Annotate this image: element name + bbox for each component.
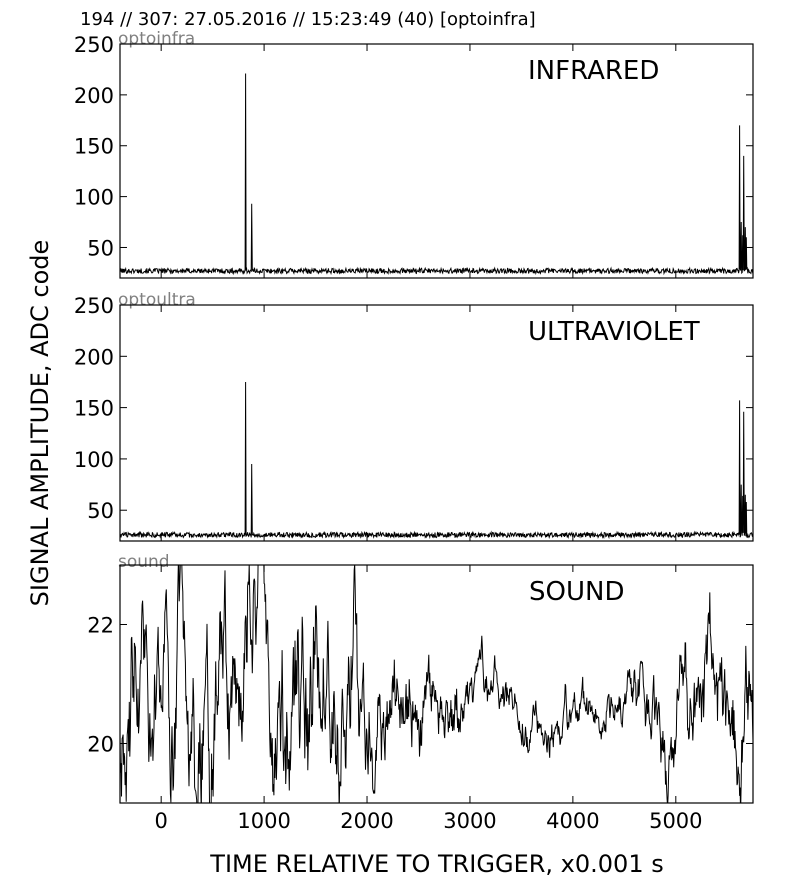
infrared-plot-frame bbox=[119, 43, 754, 279]
sound-source-tag: sound bbox=[118, 552, 170, 572]
infrared-plot-area: 50 100 150 200 250 bbox=[74, 33, 754, 279]
infrared-panel: optoinfra 50 100 150 200 250 INFRARED bbox=[74, 29, 754, 279]
y-axis-label: SIGNAL AMPLITUDE, ADC code bbox=[26, 240, 54, 607]
infrared-series-line bbox=[120, 73, 753, 276]
x-tick-label: 4000 bbox=[546, 809, 599, 833]
ultraviolet-y-tick-label: 50 bbox=[87, 499, 114, 523]
sound-series-line bbox=[120, 565, 753, 803]
x-tick-label: 5000 bbox=[649, 809, 702, 833]
sound-y-tick-label: 20 bbox=[87, 733, 114, 757]
sound-plot-area: 0 1000 2000 3000 4000 5000 20 22 bbox=[87, 564, 754, 833]
x-tick-label: 1000 bbox=[237, 809, 290, 833]
ultraviolet-y-tick-label: 200 bbox=[74, 345, 114, 369]
infrared-y-tick-label: 150 bbox=[74, 135, 114, 159]
ultraviolet-y-tick-label: 100 bbox=[74, 448, 114, 472]
sound-title: SOUND bbox=[529, 577, 624, 607]
infrared-y-tick-label: 100 bbox=[74, 186, 114, 210]
ultraviolet-plot-frame bbox=[119, 304, 754, 542]
infrared-y-tick-label: 50 bbox=[87, 236, 114, 260]
ultraviolet-source-tag: optoultra bbox=[118, 290, 196, 310]
x-tick-label: 0 bbox=[154, 809, 167, 833]
infrared-y-tick-label: 200 bbox=[74, 84, 114, 108]
ultraviolet-series-line bbox=[120, 381, 753, 540]
ultraviolet-plot-area: 50 100 150 200 250 bbox=[74, 294, 754, 542]
ultraviolet-panel: optoultra 50 100 150 200 250 ULTRAVIOLET bbox=[74, 290, 754, 542]
sound-y-tick-label: 22 bbox=[87, 614, 114, 638]
x-tick-label: 3000 bbox=[443, 809, 496, 833]
ultraviolet-y-tick-label: 150 bbox=[74, 397, 114, 421]
x-tick-label: 2000 bbox=[340, 809, 393, 833]
infrared-y-tick-label: 250 bbox=[74, 33, 114, 57]
infrared-title: INFRARED bbox=[528, 56, 659, 86]
ultraviolet-y-tick-label: 250 bbox=[74, 294, 114, 318]
infrared-source-tag: optoinfra bbox=[118, 29, 195, 49]
x-axis-label: TIME RELATIVE TO TRIGGER, x0.001 s bbox=[209, 850, 663, 878]
ultraviolet-title: ULTRAVIOLET bbox=[528, 317, 700, 347]
sound-plot-frame bbox=[119, 564, 754, 804]
header-text: 194 // 307: 27.05.2016 // 15:23:49 (40) … bbox=[80, 9, 536, 30]
sound-panel: sound 0 1000 2000 3000 4000 5000 20 22 SOUND bbox=[87, 552, 754, 833]
